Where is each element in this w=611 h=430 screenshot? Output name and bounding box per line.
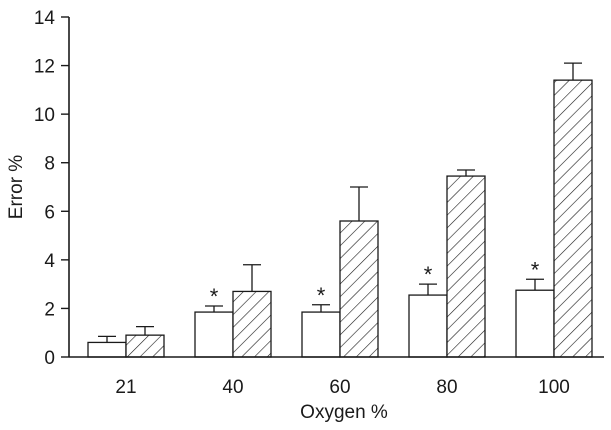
y-tick-label: 6 <box>44 202 55 223</box>
y-tick-label: 4 <box>44 251 55 272</box>
bar-open <box>515 289 555 358</box>
bar-hatched <box>232 290 272 358</box>
bar-hatched <box>125 334 165 358</box>
bars-layer: * * * * <box>87 62 593 358</box>
x-tick-label: 21 <box>115 377 136 398</box>
significance-marker: * <box>531 257 540 282</box>
x-tick-label: 100 <box>538 377 570 398</box>
significance-marker: * <box>317 283 326 308</box>
x-tick-label: 40 <box>222 377 243 398</box>
bar-open <box>408 294 448 358</box>
significance-marker: * <box>424 262 433 287</box>
bar-open <box>194 311 234 358</box>
x-axis-title: Oxygen % <box>300 402 388 423</box>
y-tick-label: 12 <box>34 57 55 78</box>
bar-open <box>301 311 341 358</box>
x-tick-label: 60 <box>329 377 350 398</box>
bar-hatched <box>553 79 593 358</box>
x-tick-label: 80 <box>436 377 457 398</box>
y-tick-label: 10 <box>34 105 55 126</box>
y-tick-label: 8 <box>44 154 55 175</box>
y-tick-label: 14 <box>34 8 56 29</box>
bar-hatched <box>339 220 379 358</box>
y-axis-title: Error % <box>6 155 27 220</box>
bar-open <box>87 341 127 358</box>
significance-marker: * <box>210 284 219 309</box>
bar-hatched <box>446 175 486 358</box>
y-tick-label: 0 <box>44 348 55 369</box>
axes-layer: 0 2 4 6 8 10 12 14 21 40 60 80 100 <box>34 8 604 398</box>
y-tick-label: 2 <box>44 299 55 320</box>
